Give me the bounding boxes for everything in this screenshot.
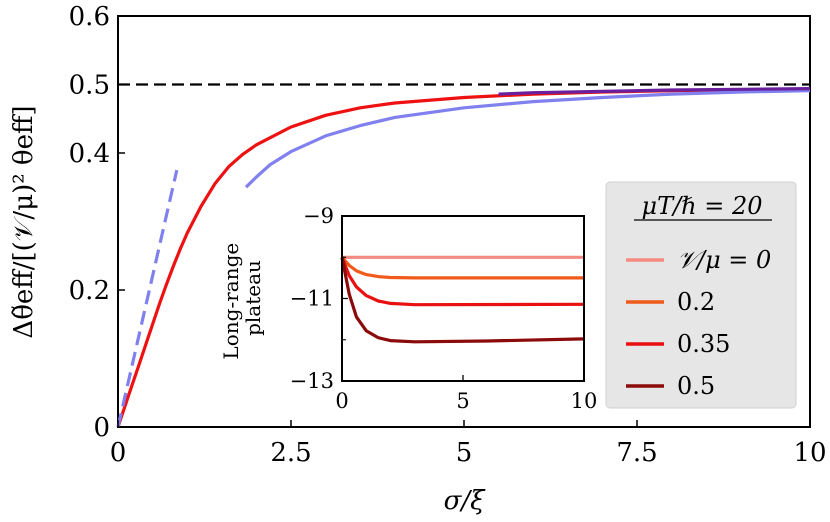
legend-label: 0.2	[677, 288, 715, 316]
y-tick-label: 0.2	[69, 276, 110, 306]
inset-x-tick-label: 0	[335, 389, 348, 413]
x-axis-label: σ/ξ	[444, 486, 487, 516]
y-axis-label: Δθ̃eff/[(𝒱/μ)² θeff]	[9, 105, 39, 338]
inset-y-tick-label: −11	[290, 287, 334, 311]
inset-background	[342, 216, 584, 381]
inset-x-tick-label: 5	[456, 389, 469, 413]
inset-annotation-line-1: Long-range	[219, 243, 243, 360]
legend-title: μT/ℏ = 20	[641, 192, 762, 220]
legend-label: 0.5	[677, 372, 715, 400]
main-chart: 0 2.5 5 7.5 10 0 0.2 0.4 0.5 0.6 σ/ξ Δθ̃eff/[(𝒱/μ…	[9, 2, 827, 516]
legend-label: 𝒱/μ = 0	[677, 246, 771, 274]
inset-line-0-5	[340, 256, 585, 344]
series-line-large-limit	[498, 87, 811, 96]
main-series-lines	[116, 83, 811, 428]
inset-axis-ticks: 0 5 10 −9 −11 −13	[290, 204, 598, 413]
x-tick-label: 10	[793, 438, 826, 468]
legend-entries: 𝒱/μ = 0 0.2 0.35 0.5	[626, 246, 771, 400]
inset-x-tick-label: 10	[571, 389, 598, 413]
series-line-small-asymptote	[116, 169, 179, 428]
y-tick-label: 0	[93, 413, 110, 443]
main-axis-ticks: 0 2.5 5 7.5 10 0 0.2 0.4 0.5 0.6	[69, 2, 827, 468]
inset-y-tick-label: −9	[303, 204, 334, 228]
legend-label: 0.35	[677, 330, 730, 358]
inset-annotation: Long-range plateau	[219, 236, 265, 359]
x-tick-label: 5	[456, 438, 473, 468]
inset-y-tick-label: −13	[290, 369, 334, 393]
x-tick-label: 0	[110, 438, 127, 468]
inset-line-0-35	[340, 256, 585, 307]
y-tick-label: 0.4	[69, 139, 110, 169]
legend-box	[605, 181, 797, 409]
series-line-large-asymptote	[244, 89, 811, 189]
x-tick-label: 2.5	[270, 438, 311, 468]
legend: μT/ℏ = 20 𝒱/μ = 0 0.2 0.35 0.5	[605, 181, 797, 409]
inset-series-lines	[340, 255, 585, 344]
inset-annotation-line-2: plateau	[241, 260, 265, 336]
y-tick-label: 0.5	[69, 71, 110, 101]
x-tick-label: 7.5	[616, 438, 657, 468]
inset-chart: 0 5 10 −9 −11 −13 Long-range plateau	[219, 204, 597, 413]
inset-line-0-2	[340, 256, 584, 280]
y-tick-label: 0.6	[69, 2, 110, 32]
